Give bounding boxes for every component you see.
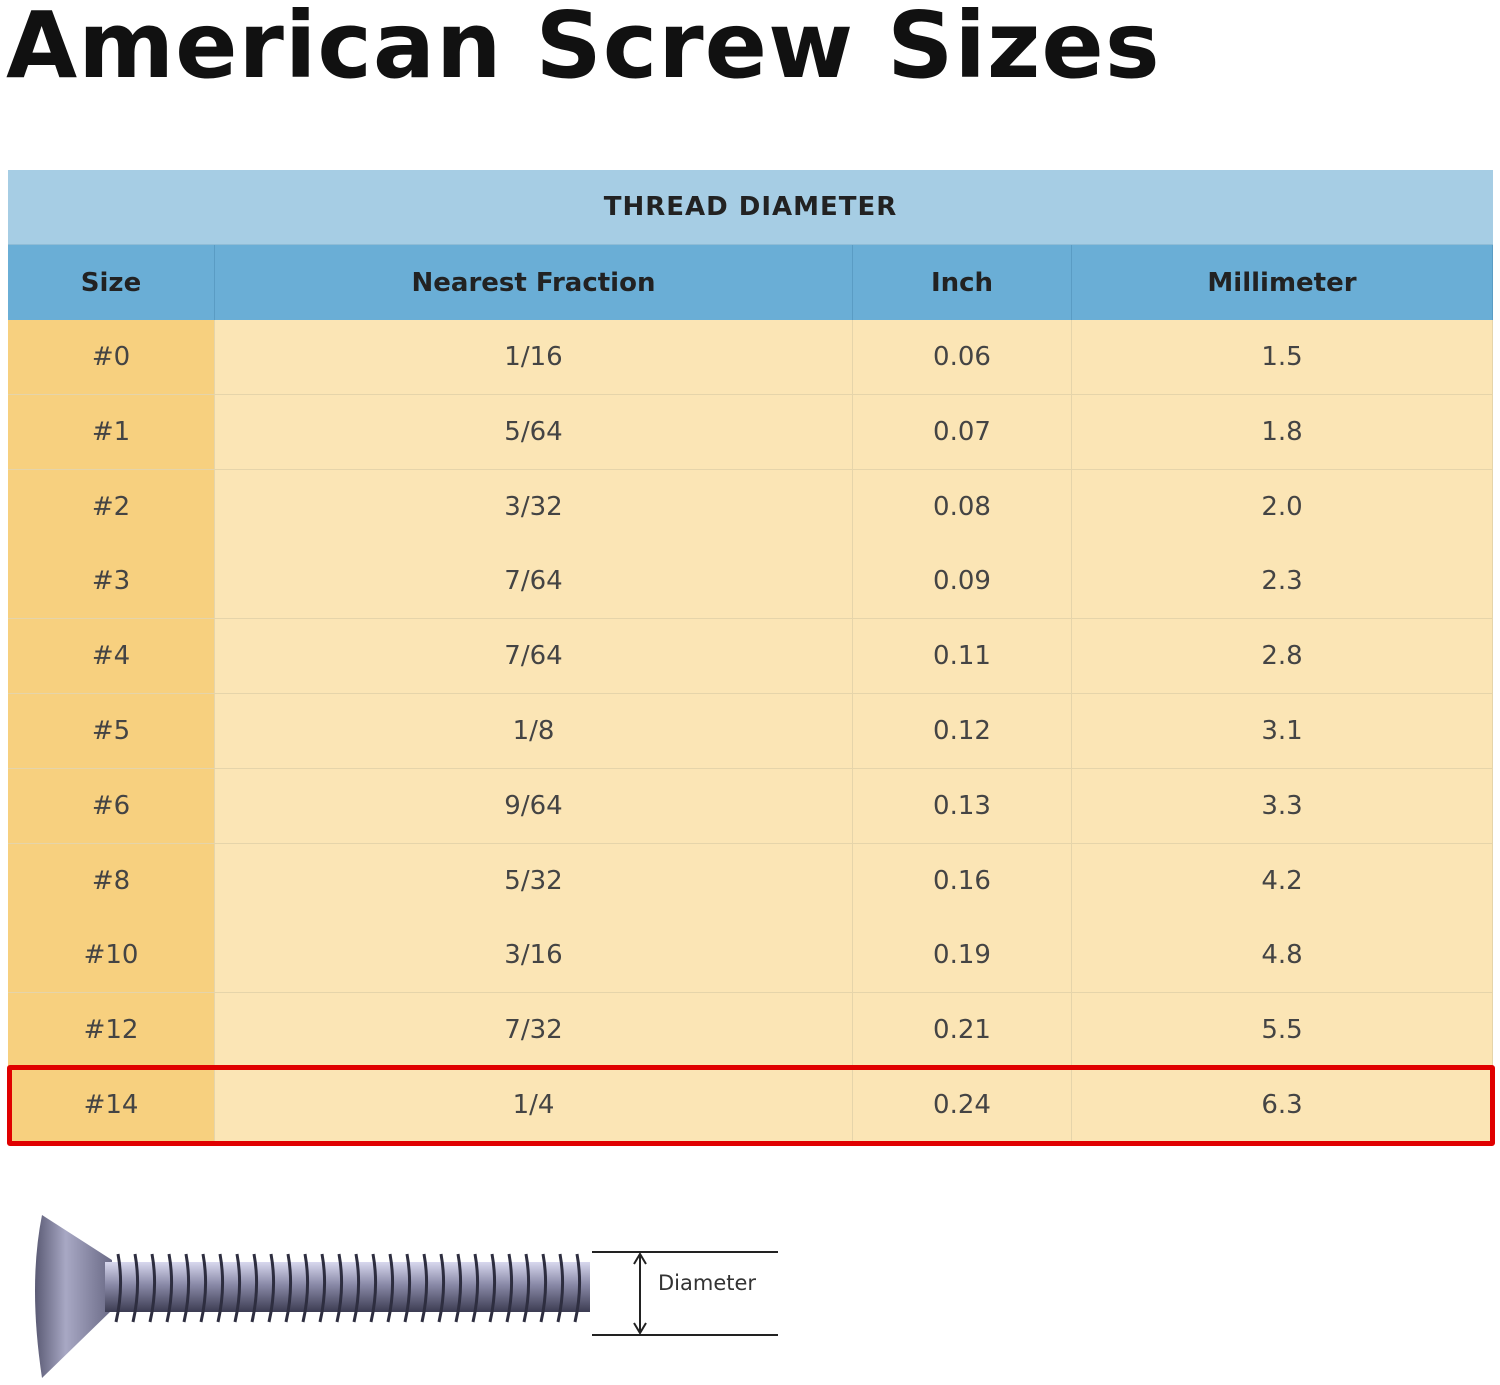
- thread: [131, 1253, 140, 1323]
- table-cell: 9/64: [215, 768, 853, 844]
- table-cell: 2.8: [1072, 619, 1493, 695]
- table-cell: #0: [8, 320, 215, 395]
- table-cell: 3/16: [215, 918, 853, 994]
- thread: [437, 1253, 446, 1323]
- table-cell: 0.11: [853, 619, 1072, 695]
- thread: [199, 1253, 208, 1323]
- thread: [454, 1253, 463, 1323]
- table-cell: 3.1: [1072, 694, 1493, 769]
- table-cell: 5/32: [215, 843, 853, 919]
- table-cell: 7/64: [215, 544, 853, 620]
- table-cell: 2.3: [1072, 544, 1493, 620]
- thread: [335, 1253, 344, 1323]
- thread: [301, 1253, 310, 1323]
- thread: [250, 1253, 259, 1323]
- column-header: Inch: [853, 245, 1072, 320]
- table-cell: 4.8: [1072, 918, 1493, 994]
- thread: [165, 1253, 174, 1323]
- group-header: THREAD DIAMETER: [8, 170, 1493, 245]
- table-cell: #5: [8, 694, 215, 769]
- thread: [114, 1253, 123, 1323]
- table-cell: 7/64: [215, 619, 853, 695]
- table-cell: 1/8: [215, 694, 853, 769]
- table-cell: #4: [8, 619, 215, 695]
- table-cell: 1/4: [215, 1068, 853, 1143]
- table-cell: 1.8: [1072, 394, 1493, 470]
- table-cell: 0.09: [853, 544, 1072, 620]
- thread: [471, 1253, 480, 1323]
- thread: [284, 1253, 293, 1323]
- thread: [556, 1253, 565, 1323]
- thread: [505, 1253, 514, 1323]
- table-cell: #1: [8, 394, 215, 470]
- table-cell: 0.08: [853, 469, 1072, 545]
- thread: [216, 1253, 225, 1323]
- table-cell: #6: [8, 768, 215, 844]
- table-cell: 6.3: [1072, 1068, 1493, 1143]
- column-header: Millimeter: [1072, 245, 1493, 320]
- table-cell: #2: [8, 469, 215, 545]
- table-cell: 3.3: [1072, 768, 1493, 844]
- thread: [403, 1253, 412, 1323]
- table-cell: 1/16: [215, 320, 853, 395]
- table-cell: 3/32: [215, 469, 853, 545]
- table-cell: 7/32: [215, 993, 853, 1069]
- table-cell: 0.13: [853, 768, 1072, 844]
- column-header: Size: [8, 245, 215, 320]
- screw-head: [35, 1215, 112, 1378]
- table-cell: #10: [8, 918, 215, 994]
- thread: [488, 1253, 497, 1323]
- thread: [522, 1253, 531, 1323]
- thread: [352, 1253, 361, 1323]
- table-cell: 0.21: [853, 993, 1072, 1069]
- screw-diagram: Diameter: [35, 1215, 778, 1378]
- column-header: Nearest Fraction: [215, 245, 853, 320]
- table-cell: #3: [8, 544, 215, 620]
- diagram-label: Diameter: [658, 1271, 756, 1295]
- table-cell: 0.07: [853, 394, 1072, 470]
- thread: [420, 1253, 429, 1323]
- table-cell: 0.24: [853, 1068, 1072, 1143]
- table-cell: #14: [8, 1068, 215, 1143]
- page-title: American Screw Sizes: [6, 0, 1161, 99]
- table-cell: 0.19: [853, 918, 1072, 994]
- thread: [182, 1253, 191, 1323]
- table-cell: 4.2: [1072, 843, 1493, 919]
- table-cell: 1.5: [1072, 320, 1493, 395]
- highlight-box: [7, 1065, 1495, 1146]
- thread: [148, 1253, 157, 1323]
- thread: [267, 1253, 276, 1323]
- thread: [386, 1253, 395, 1323]
- table-cell: 0.16: [853, 843, 1072, 919]
- table-cell: #8: [8, 843, 215, 919]
- screw-threads: [114, 1253, 582, 1323]
- thread: [573, 1253, 582, 1323]
- thread: [539, 1253, 548, 1323]
- thread: [233, 1253, 242, 1323]
- table-cell: 5.5: [1072, 993, 1493, 1069]
- screw-shank: [105, 1262, 590, 1312]
- table-cell: 2.0: [1072, 469, 1493, 545]
- thread: [369, 1253, 378, 1323]
- table-cell: #12: [8, 993, 215, 1069]
- thread: [318, 1253, 327, 1323]
- table-cell: 0.12: [853, 694, 1072, 769]
- arrow-heads: [633, 1252, 647, 1335]
- table-cell: 5/64: [215, 394, 853, 470]
- table-cell: 0.06: [853, 320, 1072, 395]
